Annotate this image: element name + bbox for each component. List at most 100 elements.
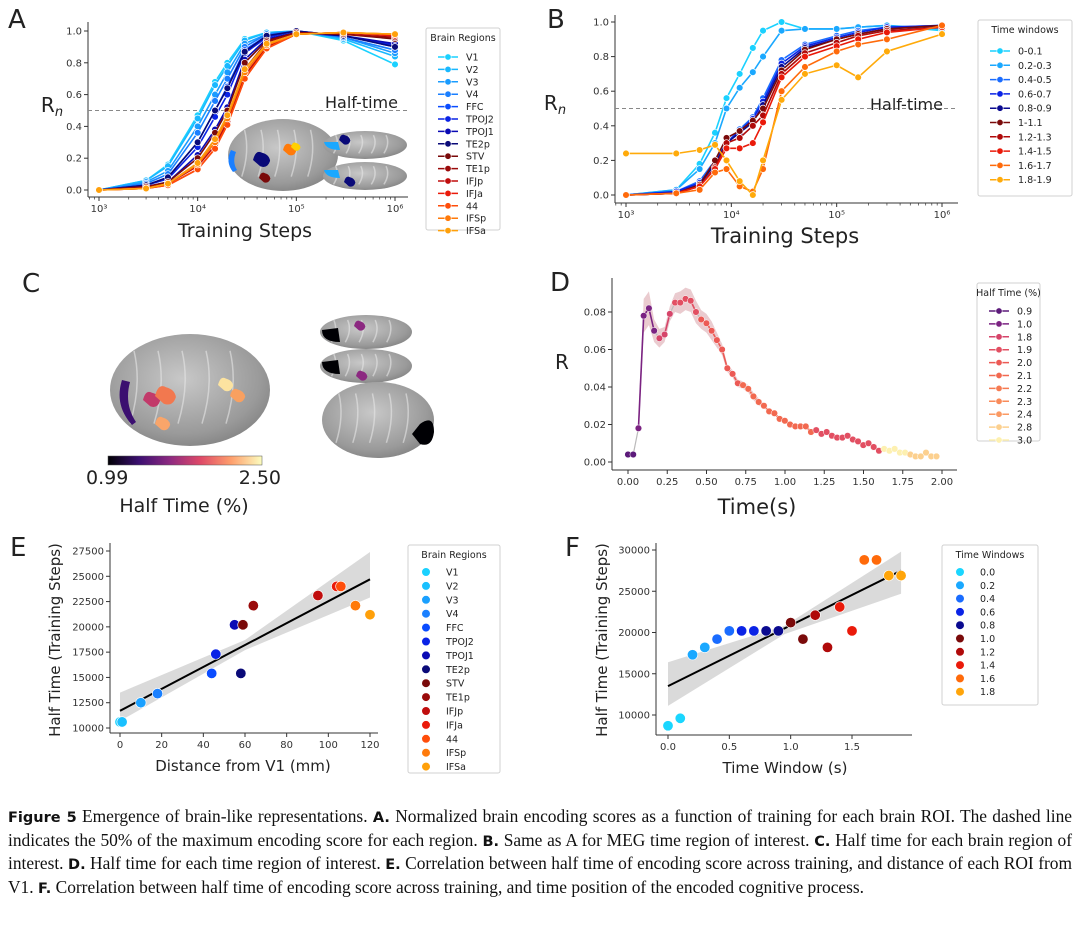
brain-dorsal-view [320,315,412,349]
roi-patch [322,328,340,342]
data-point [697,315,705,324]
data-point [211,135,219,143]
legend-marker [444,177,452,185]
legend-label: TPOJ1 [445,651,474,662]
legend-entry: 2.3 [989,397,1032,408]
legend-entry: 1.8 [955,687,995,698]
data-point [95,186,103,194]
data-point [164,179,172,188]
legend: Time Windows 0.0 0.2 0.4 0.6 0.8 1.0 1.2 1.4 1.6 1… [941,544,1039,706]
legend-entry: V4 [421,609,459,620]
colorbar [107,455,263,466]
legend-marker [996,133,1004,141]
data-point [622,191,630,199]
data-point [749,191,757,199]
data-point [692,308,700,316]
legend-marker [995,371,1003,379]
legend-label: 44 [446,734,458,745]
data-point [695,146,704,154]
roi-patch [155,416,171,431]
brain-sulcus [383,134,389,154]
data-point [777,96,786,104]
y-axis-label-subscript: n [55,105,63,120]
legend-marker [955,580,965,590]
y-axis-label: Rn [41,93,63,120]
half-time-label: Half-time [870,95,943,114]
legend-title: Time Windows [955,550,1025,561]
x-tick-label: 100 [319,740,338,751]
x-tick-label: 10³ [91,204,108,215]
legend-marker [444,127,452,135]
legend-marker [444,227,452,235]
data-point [695,186,704,194]
data-point [312,590,324,602]
legend-entry: V3 [438,77,479,88]
panel-c-brain-map: 0.99 2.50 Half Time (%) [86,315,434,517]
data-point [834,601,846,613]
legend-label: 2.8 [1017,423,1032,434]
x-tick-label: 60 [239,740,252,751]
y-tick-label: 0.6 [66,90,82,101]
legend-entry: 1.0 [989,319,1032,330]
x-tick-label: 10⁴ [189,204,206,215]
data-point [142,184,150,193]
data-point [883,35,891,44]
legend-entry: 3.0 [989,436,1032,447]
legend: Half Time (%) 0.91.0 1.8 1.9 2.0 2.1 2.2 2.3 2.4… [976,282,1041,447]
legend-marker [444,202,452,210]
legend-marker [955,660,965,670]
data-point [722,156,731,165]
legend-label: FFC [466,102,484,113]
legend-marker [421,692,431,702]
legend-label: TE2p [465,139,490,150]
data-point [723,625,735,637]
legend-label: 44 [466,201,478,212]
data-point [785,617,797,629]
legend-label: 1.8 [980,687,995,698]
legend-label: 0.6 [980,607,995,618]
x-tick-label: 0.50 [695,477,717,488]
legend-label: STV [466,152,485,163]
data-point [666,310,674,318]
legend-entry: V2 [438,65,479,76]
data-point [772,625,784,637]
data-point [391,43,399,51]
data-point [711,633,723,645]
legend-marker [421,706,431,716]
legend-entry: 1.8 [989,332,1032,343]
y-tick-label: 0.06 [584,345,606,356]
legend-marker [996,161,1004,169]
x-tick-label: 0 [117,740,123,751]
data-point [206,667,218,679]
legend: Time windows 0-0.1 0.2-0.3 0.4-0.5 0.6-0.7 0.… [977,19,1073,197]
legend-marker [421,748,431,758]
legend-label: V3 [466,77,479,88]
data-point [672,149,681,158]
legend-entry: V1 [438,53,479,64]
data-point [718,345,726,354]
data-point [650,327,658,335]
data-point [777,87,786,95]
panel-e-chart: 10000 12500 15000 17500 20000 22500 25000 27500… [46,543,501,775]
x-tick-label: 20 [155,740,168,751]
legend-entry: TE2p [421,664,470,676]
roi-patch [155,386,176,405]
x-axis-label: Distance from V1 (mm) [155,757,331,775]
data-point [247,600,259,612]
data-point [722,104,731,113]
legend-entry: 1.9 [989,345,1032,356]
caption-d-text: Half time for each time region of intere… [85,853,386,874]
legend-marker [444,165,452,173]
legend-entry: 1.4 [955,660,995,672]
roi-patch [291,142,301,151]
y-tick-label: 1.0 [593,18,609,29]
series-segment [648,308,655,331]
legend-entry: IFSp [438,214,486,225]
data-point [854,40,862,49]
x-tick-label: 1.50 [852,477,874,488]
legend-entry: STV [421,678,465,690]
legend-label: V3 [446,595,459,606]
data-point [932,452,941,460]
data-point [662,720,674,732]
